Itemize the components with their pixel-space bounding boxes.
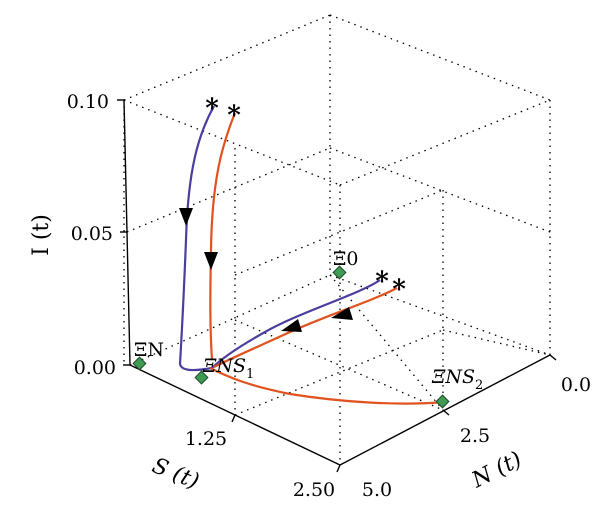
i-tick-label: 0.00 — [74, 357, 116, 379]
direction-arrows — [179, 208, 353, 332]
arrow-down-icon — [204, 252, 218, 270]
s-tick-label: 2.50 — [293, 479, 335, 501]
i-axis-label: I (t) — [29, 214, 54, 256]
trajectory-series-b-upper — [209, 112, 237, 361]
equilibria: Ξ0 ΞN ΞNS1 ΞNS2 — [132, 248, 483, 409]
equilibrium-label-xin: ΞN — [134, 339, 164, 361]
equilibrium-marker — [435, 394, 450, 409]
axes — [117, 99, 557, 473]
equilibrium-marker — [132, 356, 147, 371]
n-tick-label: 0.0 — [561, 374, 591, 396]
equilibrium-label-xins2: ΞNS2 — [431, 366, 483, 393]
start-marker-icon: * — [205, 94, 219, 124]
trajectory-series-a-lower — [211, 279, 381, 369]
s-axis-label: S (t) — [148, 453, 202, 494]
i-tick-label: 0.10 — [67, 91, 109, 113]
start-marker-icon: * — [392, 275, 406, 305]
n-tick-label: 5.0 — [362, 479, 392, 501]
n-axis-label: N (t) — [467, 447, 526, 493]
grid-lines — [123, 14, 551, 465]
i-tick-label: 0.05 — [71, 223, 113, 245]
s-tick-label: 1.25 — [185, 428, 227, 450]
arrow-down-icon — [179, 208, 193, 226]
equilibrium-label-xi0: Ξ0 — [333, 248, 358, 270]
trajectory-series-a-upper — [178, 105, 215, 372]
arrow-left-icon — [331, 307, 353, 320]
equilibrium-label-xins1: ΞNS1 — [202, 355, 254, 382]
arrow-left-icon — [281, 319, 302, 332]
trajectory-series-b-branch — [209, 367, 444, 405]
start-marker-icon: * — [227, 101, 241, 131]
equilibrium-marker — [332, 265, 347, 280]
equilibrium-marker — [194, 370, 209, 385]
axis-labels: I (t) S (t) N (t) — [29, 214, 526, 494]
trajectory-series-b-lower — [213, 287, 398, 368]
n-tick-label: 2.5 — [460, 425, 490, 447]
n-axis — [339, 354, 551, 466]
start-marker-icon: * — [375, 267, 389, 297]
trajectories — [178, 105, 444, 405]
start-markers: * * * * — [205, 94, 406, 305]
tick-labels: 0.10 0.05 0.00 1.25 2.50 5.0 2.5 0.0 — [67, 91, 591, 501]
